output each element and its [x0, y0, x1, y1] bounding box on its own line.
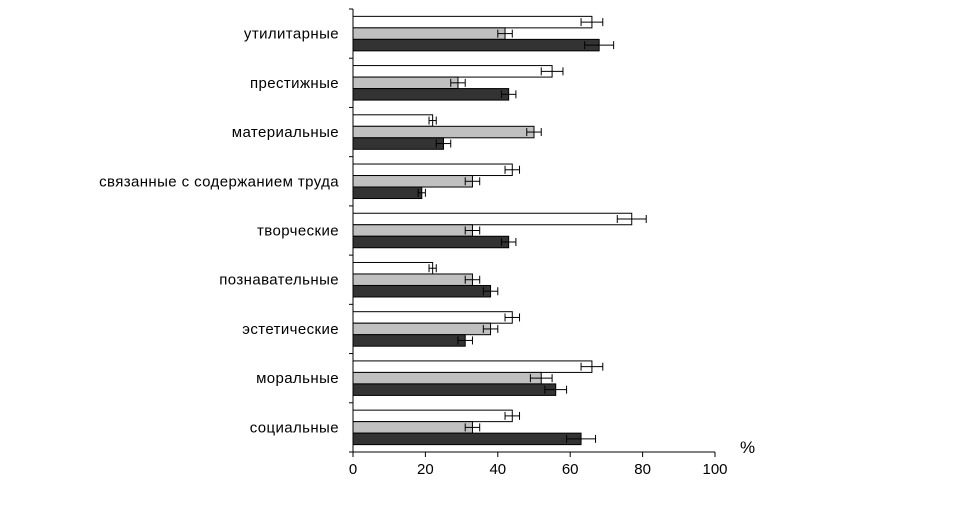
bar: [352, 212, 633, 226]
x-tick-label: 20: [417, 461, 434, 478]
bar: [352, 88, 510, 101]
bar: [352, 15, 593, 29]
bar: [352, 311, 513, 324]
x-tick-label: 60: [562, 461, 579, 478]
bar: [352, 235, 510, 249]
category-labels: утилитарные престижные материальные связанн…: [99, 26, 339, 437]
bar: [352, 27, 506, 40]
bar: [352, 432, 582, 446]
x-tick-label: 0: [349, 461, 357, 478]
x-tick-label: 40: [489, 461, 506, 478]
category-label: социальные: [250, 419, 339, 436]
bar: [352, 409, 513, 423]
bar: [352, 65, 553, 78]
bar: [352, 273, 473, 286]
bar: [352, 261, 434, 275]
bars: [352, 15, 633, 446]
axes: [349, 8, 716, 457]
bar: [352, 383, 557, 396]
category-label: познавательные: [219, 272, 339, 289]
bar: [352, 224, 473, 237]
bar: [352, 38, 600, 52]
bar: [352, 175, 473, 188]
bar: [352, 371, 542, 385]
error-bars: [417, 18, 647, 443]
bar: [352, 163, 513, 177]
bar: [352, 360, 593, 373]
x-tick-label: 80: [634, 461, 651, 478]
bar: [352, 421, 473, 434]
bar: [352, 186, 423, 200]
category-label: эстетические: [242, 321, 339, 338]
bar: [352, 284, 492, 298]
bar: [352, 322, 492, 336]
bar: [352, 137, 444, 150]
category-label: утилитарные: [244, 26, 339, 43]
category-label: престижные: [250, 75, 339, 92]
x-tick-label: 100: [702, 461, 727, 478]
category-label: связанные с содержанием труда: [99, 173, 339, 190]
category-label: творческие: [257, 223, 339, 240]
x-tick-labels: 0 20 40 60 80 100: [349, 461, 728, 478]
bar: [352, 334, 466, 347]
category-label: материальные: [232, 124, 339, 141]
x-axis-unit-label: %: [740, 438, 755, 457]
bar: [352, 125, 535, 139]
bar: [352, 114, 434, 127]
category-label: моральные: [256, 370, 339, 387]
bar: [352, 76, 459, 90]
